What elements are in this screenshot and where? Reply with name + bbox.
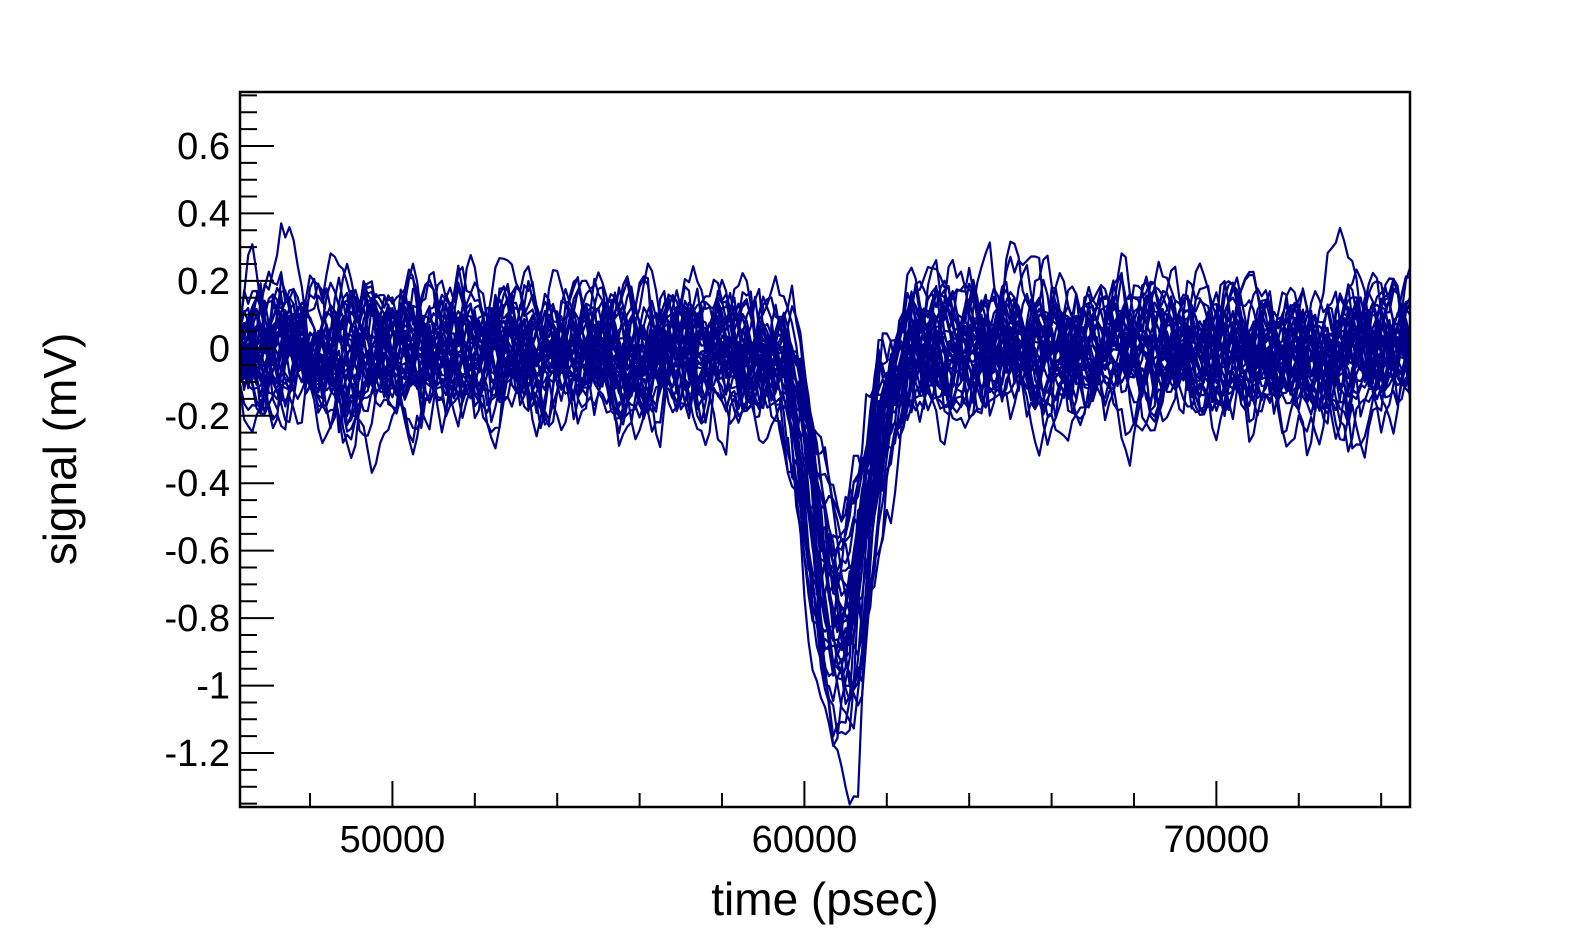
y-tick-label: 0.4 [177, 193, 230, 235]
y-axis: -1.2 -1 -0.8 -0.6 -0.4 -0.2 0 0.2 0.4 0.6 [165, 94, 274, 805]
y-axis-title: signal (mV) [34, 333, 86, 566]
waveform-trace [238, 277, 1412, 631]
waveform-trace [239, 279, 1412, 626]
waveform-trace [238, 275, 1411, 634]
y-tick-label: -1.2 [165, 733, 230, 775]
y-tick-label: -0.4 [165, 463, 230, 505]
y-tick-label: 0.2 [177, 261, 230, 303]
y-tick-label: 0.6 [177, 126, 230, 168]
trace-group [238, 222, 1412, 806]
y-tick-label: -0.6 [165, 531, 230, 573]
x-axis-title: time (psec) [711, 873, 938, 925]
waveform-trace [238, 254, 1411, 738]
x-tick-label: 50000 [340, 819, 446, 861]
y-tick-label: -0.2 [165, 396, 230, 438]
waveform-trace [239, 274, 1411, 657]
y-tick-label: -0.8 [165, 598, 230, 640]
waveform-trace [239, 278, 1412, 650]
y-tick-label: 0 [209, 328, 230, 370]
x-tick-label: 60000 [752, 819, 858, 861]
waveform-trace [239, 295, 1412, 595]
x-tick-label: 70000 [1164, 819, 1270, 861]
y-tick-label: -1 [196, 666, 230, 708]
x-axis: 50000 60000 70000 [309, 781, 1383, 861]
